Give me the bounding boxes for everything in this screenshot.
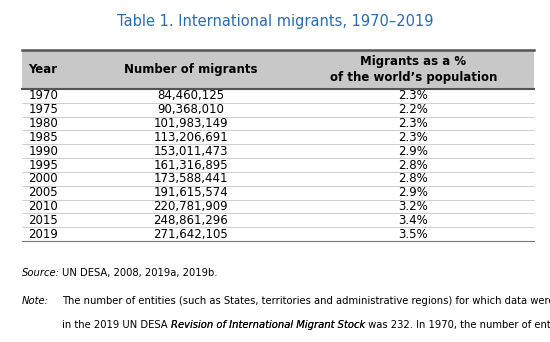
Bar [22,227,534,241]
Bar [22,117,534,130]
Text: Note:: Note: [22,296,49,306]
Text: 2005: 2005 [29,186,58,199]
Bar [22,186,534,200]
Text: 220,781,909: 220,781,909 [153,200,228,213]
Text: 2019: 2019 [29,228,58,241]
Text: 1980: 1980 [29,117,58,130]
Text: 2.3%: 2.3% [398,131,428,144]
Bar [22,130,534,144]
Text: 2.3%: 2.3% [398,89,428,102]
Bar [22,89,534,103]
Bar [22,213,534,227]
Text: Source:: Source: [22,268,60,278]
Text: 153,011,473: 153,011,473 [153,145,228,158]
Text: 101,983,149: 101,983,149 [153,117,228,130]
Text: Revision of International Migrant Stock: Revision of International Migrant Stock [171,320,365,330]
Text: Year: Year [29,63,58,76]
Text: The number of entities (such as States, territories and administrative regions) : The number of entities (such as States, … [62,296,550,306]
Text: 1975: 1975 [29,103,58,116]
Text: in the 2019 UN DESA: in the 2019 UN DESA [62,320,171,330]
Bar [22,50,534,89]
Bar [22,144,534,158]
Text: 191,615,574: 191,615,574 [153,186,228,199]
Text: 2010: 2010 [29,200,58,213]
Text: Revision of International Migrant Stock: Revision of International Migrant Stock [171,320,365,330]
Text: Table 1. International migrants, 1970–2019: Table 1. International migrants, 1970–20… [117,14,433,29]
Text: 248,861,296: 248,861,296 [153,214,228,227]
Text: 2.8%: 2.8% [398,158,428,172]
Text: 1995: 1995 [29,158,58,172]
Text: was 232. In 1970, the number of entities was 135.: was 232. In 1970, the number of entities… [365,320,550,330]
Text: 84,460,125: 84,460,125 [157,89,224,102]
Text: 3.5%: 3.5% [399,228,428,241]
Bar [22,158,534,172]
Text: 173,588,441: 173,588,441 [153,172,228,185]
Text: 2015: 2015 [29,214,58,227]
Text: 2.9%: 2.9% [398,186,428,199]
Text: 1990: 1990 [29,145,58,158]
Text: 1985: 1985 [29,131,58,144]
Text: 2000: 2000 [29,172,58,185]
Text: 2.8%: 2.8% [398,172,428,185]
Bar [22,200,534,213]
Text: 90,368,010: 90,368,010 [157,103,224,116]
Text: 271,642,105: 271,642,105 [153,228,228,241]
Bar [22,172,534,186]
Text: 161,316,895: 161,316,895 [153,158,228,172]
Text: Number of migrants: Number of migrants [124,63,257,76]
Text: 1970: 1970 [29,89,58,102]
Text: 2.3%: 2.3% [398,117,428,130]
Text: 3.2%: 3.2% [398,200,428,213]
Text: 2.9%: 2.9% [398,145,428,158]
Text: 3.4%: 3.4% [398,214,428,227]
Text: 2.2%: 2.2% [398,103,428,116]
Text: Migrants as a %
of the world’s population: Migrants as a % of the world’s populatio… [329,55,497,84]
Text: UN DESA, 2008, 2019a, 2019b.: UN DESA, 2008, 2019a, 2019b. [62,268,218,278]
Bar [22,103,534,117]
Text: 113,206,691: 113,206,691 [153,131,228,144]
